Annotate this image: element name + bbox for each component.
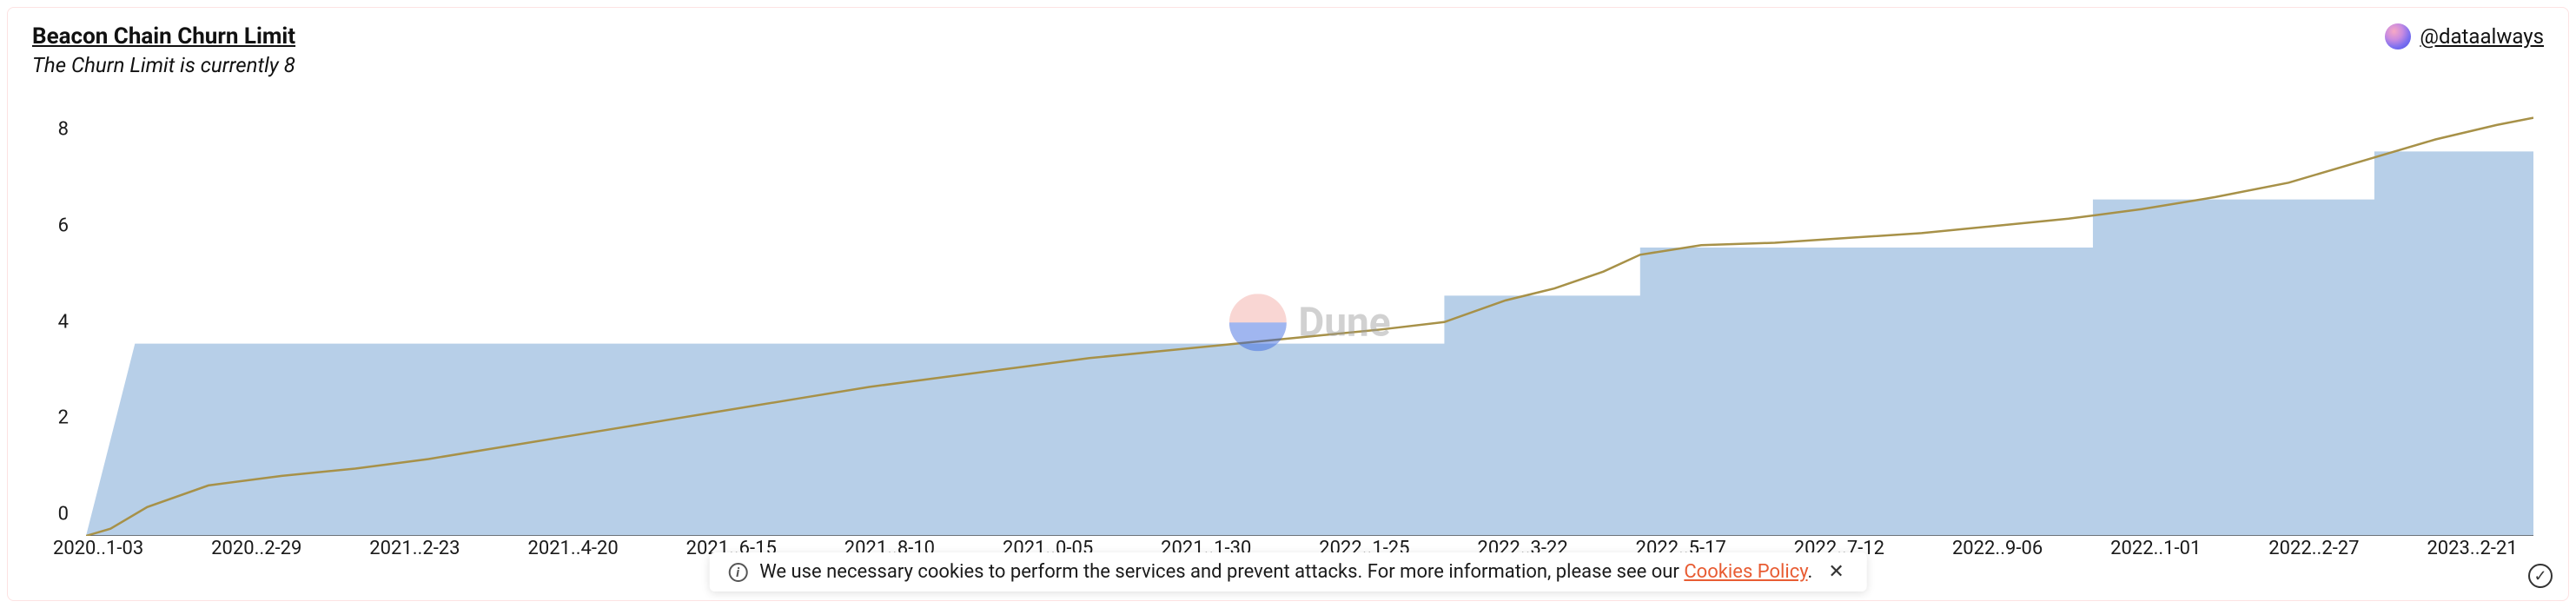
chart-title-link[interactable]: Beacon Chain Churn Limit bbox=[32, 23, 295, 50]
y-tick-label: 4 bbox=[58, 311, 69, 333]
y-tick-label: 8 bbox=[58, 119, 69, 141]
info-icon: i bbox=[728, 563, 747, 582]
x-tick-label: 2020..2-29 bbox=[211, 538, 301, 559]
plot-area: Dune bbox=[86, 103, 2533, 536]
x-tick-label: 2023..2-21 bbox=[2427, 538, 2517, 559]
check-icon[interactable]: ✓ bbox=[2528, 564, 2553, 588]
header: Beacon Chain Churn Limit The Churn Limit… bbox=[32, 23, 2544, 77]
cookie-text: We use necessary cookies to perform the … bbox=[759, 561, 1812, 583]
y-tick-label: 6 bbox=[58, 215, 69, 237]
author-handle: @dataalways bbox=[2420, 24, 2544, 49]
x-tick-label: 2020..1-03 bbox=[53, 538, 143, 559]
x-tick-label: 2021..2-23 bbox=[369, 538, 460, 559]
cookie-text-prefix: We use necessary cookies to perform the … bbox=[759, 561, 1684, 583]
y-tick-label: 2 bbox=[58, 407, 69, 429]
x-tick-label: 2021..4-20 bbox=[527, 538, 618, 559]
x-tick-label: 2022..9-06 bbox=[1952, 538, 2043, 559]
y-axis: 0 2 4 6 8 bbox=[8, 103, 77, 536]
author-link[interactable]: @dataalways bbox=[2385, 23, 2544, 50]
cookies-policy-link[interactable]: Cookies Policy bbox=[1684, 561, 1807, 583]
x-tick-label: 2022..1-01 bbox=[2110, 538, 2201, 559]
chart-svg bbox=[86, 103, 2533, 536]
chart-subtitle: The Churn Limit is currently 8 bbox=[32, 53, 295, 77]
step-area bbox=[86, 151, 2533, 536]
title-block: Beacon Chain Churn Limit The Churn Limit… bbox=[32, 23, 295, 77]
author-avatar bbox=[2385, 23, 2411, 50]
y-tick-label: 0 bbox=[58, 504, 69, 525]
x-tick-label: 2022..2-27 bbox=[2268, 538, 2359, 559]
cookie-text-suffix: . bbox=[1808, 561, 1813, 583]
cookie-banner: i We use necessary cookies to perform th… bbox=[709, 552, 1867, 591]
chart-card: Beacon Chain Churn Limit The Churn Limit… bbox=[7, 7, 2569, 601]
close-icon[interactable]: ✕ bbox=[1824, 561, 1847, 583]
